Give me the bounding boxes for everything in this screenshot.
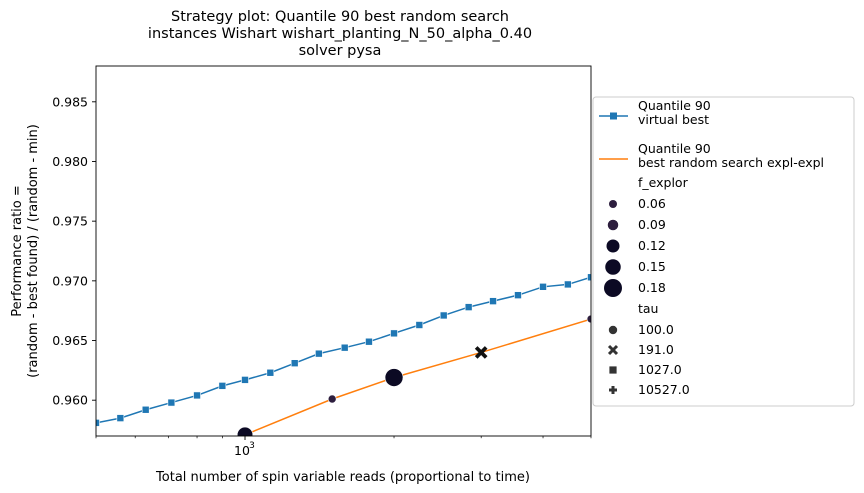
series-marker xyxy=(266,368,275,377)
series-marker xyxy=(290,359,299,367)
plot-area xyxy=(96,273,591,436)
series-marker xyxy=(116,414,125,422)
legend-size-label: 0.18 xyxy=(638,280,666,295)
legend-shape-marker xyxy=(608,325,618,335)
legend-shape-label: 100.0 xyxy=(638,322,674,337)
legend-shape-label: 10527.0 xyxy=(638,382,690,397)
scatter-point xyxy=(474,346,488,359)
legend-series-label: Quantile 90 xyxy=(638,141,711,156)
legend-size-marker xyxy=(609,200,617,208)
series-marker xyxy=(439,311,448,320)
series-marker xyxy=(365,337,373,346)
legend-size-marker xyxy=(604,279,622,297)
legend-size-marker xyxy=(607,219,619,231)
legend-shape-label: 191.0 xyxy=(638,342,674,357)
series-marker xyxy=(514,291,522,299)
series-marker xyxy=(193,391,201,400)
scatter-point xyxy=(327,394,337,404)
y-axis: 0.960 0.965 0.970 0.975 0.980 0.985 xyxy=(52,94,96,408)
legend-size-marker xyxy=(605,259,621,275)
legend-shape-label: 1027.0 xyxy=(638,362,682,377)
series-marker xyxy=(415,321,424,329)
series-marker xyxy=(315,349,323,358)
legend-size-label: 0.06 xyxy=(638,196,666,211)
scatter-point xyxy=(384,368,404,387)
legend-size-label: 0.12 xyxy=(638,238,666,253)
scatter-point xyxy=(586,314,591,324)
y-tick-label: 0.970 xyxy=(52,273,88,288)
legend-series-label: virtual best xyxy=(638,112,709,127)
legend-f-explor-title: f_explor xyxy=(638,175,689,190)
series-line-2 xyxy=(244,318,591,436)
legend-series-marker xyxy=(610,112,617,120)
x-tick-label: 10 xyxy=(234,443,250,458)
y-tick-label: 0.965 xyxy=(52,333,88,348)
chart-title-line: instances Wishart wishart_planting_N_50_… xyxy=(148,26,532,42)
series-marker xyxy=(564,280,572,289)
legend-size-label: 0.09 xyxy=(638,217,666,232)
series-marker xyxy=(241,376,249,384)
scatter-point xyxy=(236,426,254,436)
legend-series-label: best random search expl-expl xyxy=(638,155,824,170)
y-axis-label-line: Performance ratio = xyxy=(10,185,25,317)
legend-box xyxy=(592,96,855,407)
series-marker xyxy=(218,382,227,390)
series-marker xyxy=(167,398,176,407)
x-axis-label: Total number of spin variable reads (pro… xyxy=(155,470,530,485)
y-tick-label: 0.985 xyxy=(52,94,88,109)
legend-size-label: 0.15 xyxy=(638,259,666,274)
legend-shape-marker xyxy=(607,344,619,356)
legend-shape-marker xyxy=(609,386,617,394)
legend-tau-title: tau xyxy=(638,301,658,316)
x-tick-label-exponent: 3 xyxy=(249,441,255,451)
series-marker xyxy=(96,419,100,427)
legend-shape-marker xyxy=(609,366,617,374)
y-tick-label: 0.975 xyxy=(52,214,88,229)
chart-title-line: solver pysa xyxy=(299,43,382,59)
y-axis-label-line: (random - best found) / (random - min) xyxy=(26,124,41,378)
series-marker xyxy=(390,329,398,338)
plot-frame xyxy=(95,65,592,437)
series-marker xyxy=(141,405,150,414)
series-marker xyxy=(539,283,547,291)
legend-size-marker xyxy=(606,239,620,253)
y-tick-label: 0.980 xyxy=(52,154,88,169)
y-axis-label: Performance ratio = (random - best found)… xyxy=(10,124,41,378)
chart-title-line: Strategy plot: Quantile 90 best random s… xyxy=(171,9,509,25)
series-marker xyxy=(340,343,349,352)
legend-series-label: Quantile 90 xyxy=(638,98,711,113)
y-tick-label: 0.960 xyxy=(52,393,88,408)
x-axis: 10 3 xyxy=(95,436,592,458)
series-marker xyxy=(489,297,497,305)
series-marker xyxy=(464,303,473,311)
series-marker xyxy=(587,273,591,282)
chart-title: Strategy plot: Quantile 90 best random s… xyxy=(148,9,532,59)
